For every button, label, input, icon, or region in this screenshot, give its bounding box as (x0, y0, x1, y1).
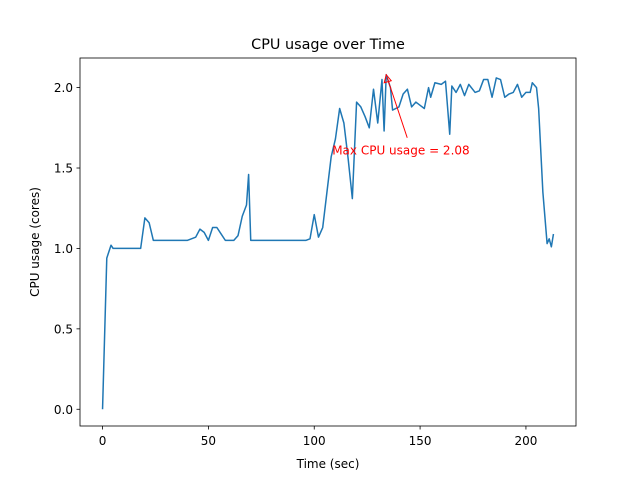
y-tick-label: 0.0 (54, 403, 73, 417)
annotation-text: Max CPU usage = 2.08 (332, 144, 469, 158)
x-tick-label: 100 (303, 434, 326, 448)
cpu-line (101, 73, 555, 410)
x-tick-label: 0 (99, 434, 107, 448)
y-tick-label: 1.5 (54, 162, 73, 176)
annotation-arrowhead (383, 73, 393, 84)
x-tick-label: 150 (409, 434, 432, 448)
y-axis-label: CPU usage (cores) (28, 187, 42, 297)
y-tick-label: 0.5 (54, 322, 73, 336)
y-tick-label: 1.0 (54, 242, 73, 256)
annotation-arrow (386, 77, 408, 138)
x-tick-label: 200 (514, 434, 537, 448)
x-axis-label: Time (sec) (296, 457, 360, 471)
chart-title: CPU usage over Time (251, 37, 405, 53)
y-tick-label: 2.0 (54, 81, 73, 95)
plot-frame (79, 57, 577, 427)
x-tick-label: 50 (201, 434, 216, 448)
